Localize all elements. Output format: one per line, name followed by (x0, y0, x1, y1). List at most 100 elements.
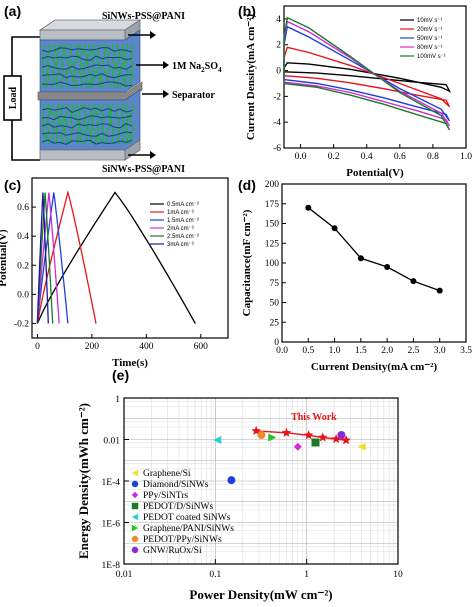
d-xtick-label: 3.5 (460, 346, 472, 356)
e-legend-marker (131, 524, 139, 532)
e-point (227, 476, 236, 485)
c-plot-frame (31, 177, 229, 339)
b-xlabel: Potential(V) (346, 167, 404, 179)
e-this-work-point (318, 432, 328, 442)
arrow-head (163, 61, 169, 69)
e-ytick-label: 1E-6 (102, 520, 121, 530)
d-ylabel: Capacitance(mF cm⁻²) (241, 209, 253, 316)
panel-a-schematic: (a) Load SiNWs-PSS@PANI 1M Na2SO4 Separa… (3, 3, 222, 175)
d-point (436, 287, 443, 294)
c-gcd-curve (36, 189, 97, 324)
nanowire (114, 43, 121, 89)
c-legend-entry: 2.5mA cm⁻² (167, 234, 199, 240)
panel-c-label: (c) (4, 177, 21, 193)
b-cv-curve (283, 46, 451, 108)
e-xtick-label: 0.01 (116, 570, 133, 580)
nanowire (105, 103, 112, 145)
e-point (257, 430, 266, 439)
c-legend-entry: 1mA cm⁻² (167, 210, 194, 216)
panel-a-label: (a) (4, 3, 21, 19)
e-legend-entry: Graphene/Si (143, 469, 191, 479)
nanowire (86, 43, 93, 89)
c-xtick-label: 0 (35, 342, 40, 352)
e-legend-entry: GNW/RuOx/Si (143, 546, 202, 556)
top-plate-front (39, 29, 126, 41)
chart-b-cv: 0.0 0.2 0.4 0.6 0.8 1.0 -6 -4 -2 0 2 4 Potential(V) C… (245, 5, 472, 179)
bottom-nanowires (41, 103, 135, 145)
separator-sheet (37, 81, 143, 101)
c-gcd-curve (36, 192, 49, 324)
nanowire (123, 43, 130, 89)
nanowire (54, 43, 62, 89)
e-ytick-label: 1E-4 (102, 478, 121, 488)
nanowire (55, 103, 62, 145)
nanowire (69, 43, 75, 89)
d-xtick-label: 0.5 (302, 346, 314, 356)
nanowire (59, 43, 66, 89)
e-this-work-point (341, 435, 351, 445)
nanowire (41, 104, 47, 145)
e-this-work-point (331, 434, 341, 444)
e-point (213, 435, 222, 444)
nanowire (41, 44, 47, 89)
nanowire (95, 43, 102, 89)
nanowire (82, 43, 89, 89)
c-ytick-label: 0.2 (17, 261, 29, 271)
b-ytick-label: 2 (276, 41, 281, 51)
e-point (337, 430, 346, 439)
c-ytick-label: 0.4 (17, 232, 29, 242)
separator-label: Separator (172, 90, 215, 101)
d-ytick-label: 25 (270, 318, 280, 328)
e-legend-marker (131, 469, 139, 477)
nanowire (86, 103, 93, 145)
b-legend-entry: 10mV s⁻¹ (417, 18, 443, 24)
e-legend-marker (131, 513, 139, 521)
c-ylabel: Potential(V) (0, 229, 9, 287)
d-xtick-label: 0.0 (276, 346, 288, 356)
e-legend-marker (131, 480, 139, 488)
nanowire (91, 103, 98, 145)
b-xtick-label: 0.6 (394, 152, 406, 162)
panel-b-label: (b) (238, 3, 256, 19)
b-ytick-label: 0 (276, 67, 281, 77)
load-box (3, 75, 22, 121)
d-ytick-label: 75 (270, 279, 280, 289)
e-ylabel: Energy Density(mWh cm⁻²) (76, 403, 91, 559)
b-xtick-label: 0.2 (328, 152, 340, 162)
arrow-head (150, 31, 156, 39)
polymer-chain (41, 64, 133, 70)
d-xtick-label: 2.0 (381, 346, 393, 356)
polymer-chain (41, 107, 133, 113)
d-ytick-label: 0 (274, 338, 279, 348)
c-legend-entry: 3mA cm⁻² (167, 242, 194, 248)
nanowire (63, 103, 70, 145)
arrow-head (150, 151, 156, 159)
b-legend-entry: 80mV s⁻¹ (417, 45, 443, 51)
d-xlabel: Current Density(mA cm⁻²) (311, 361, 438, 373)
d-ytick-label: 50 (270, 299, 280, 309)
d-xtick-label: 3.0 (434, 346, 446, 356)
polymer-chain (41, 115, 133, 121)
e-legend-marker (131, 502, 139, 510)
e-point (311, 438, 320, 447)
b-legend-entry: 50mV s⁻¹ (417, 36, 443, 42)
b-cv-curve (283, 20, 451, 127)
e-point (357, 442, 366, 451)
polymer-chain (41, 123, 133, 129)
d-xtick-label: 2.5 (407, 346, 419, 356)
e-legend-marker (131, 535, 139, 543)
d-point (410, 278, 417, 285)
b-xtick-label: 1.0 (460, 152, 472, 162)
nanowire (59, 103, 66, 145)
nanowire (96, 104, 102, 145)
nanowire (82, 103, 89, 145)
e-ytick-label: 1 (115, 395, 120, 405)
d-line (307, 207, 440, 292)
b-legend-entry: 100mV s⁻¹ (417, 54, 446, 60)
bottom-electrode-label: SiNWs-PSS@PANI (102, 164, 185, 175)
c-xtick-label: 600 (194, 342, 209, 352)
e-xtick-label: 0.1 (209, 570, 221, 580)
e-xtick-label: 1 (304, 570, 309, 580)
e-ytick-label: 1E-8 (102, 561, 121, 571)
